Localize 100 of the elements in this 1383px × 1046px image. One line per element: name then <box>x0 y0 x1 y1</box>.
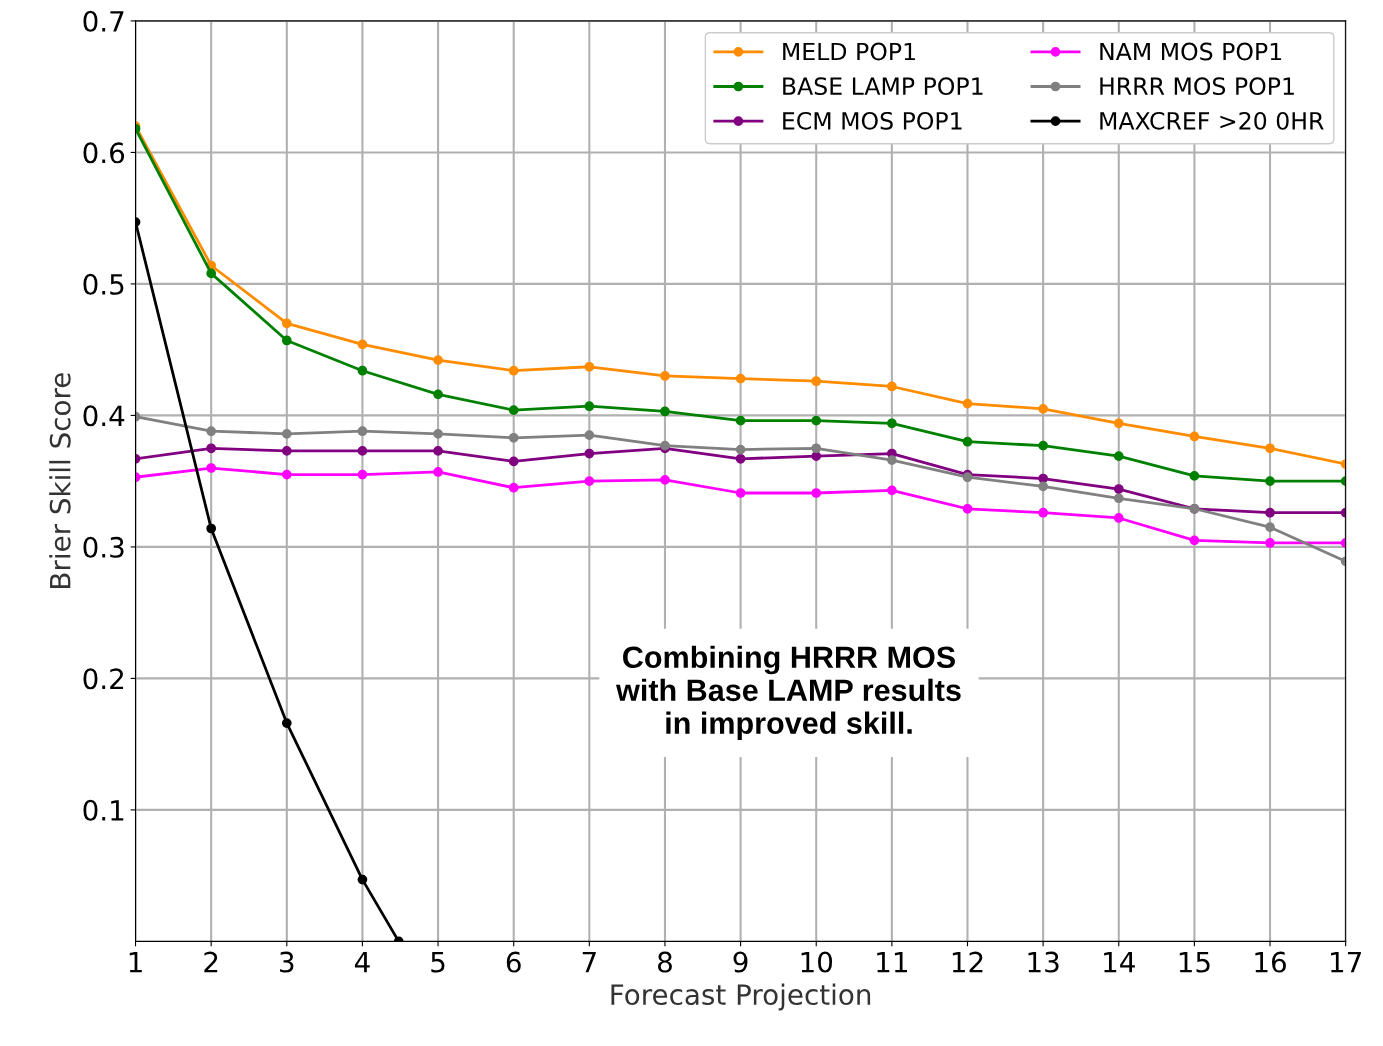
point <box>1113 513 1124 523</box>
point <box>584 361 595 372</box>
point <box>1265 507 1275 518</box>
point <box>1113 451 1124 462</box>
point <box>660 406 670 417</box>
point <box>1113 418 1124 429</box>
point <box>357 339 368 350</box>
x-tick-label: 9 <box>733 951 748 973</box>
point <box>281 335 292 346</box>
legend-label: MAXCREF >20 0HR <box>1100 111 1324 130</box>
point <box>660 371 670 381</box>
legend-label: ECM MOS POP1 <box>783 111 962 130</box>
x-tick-label: 7 <box>582 951 596 973</box>
point <box>1038 473 1048 484</box>
point <box>1265 522 1275 533</box>
point <box>508 456 519 467</box>
x-tick-label: 11 <box>877 951 907 973</box>
point <box>962 436 973 447</box>
point <box>281 428 292 439</box>
y-tick-label: 0.5 <box>83 273 124 295</box>
y-axis-title: Brier Skill Score <box>49 373 71 588</box>
point <box>508 405 519 416</box>
point <box>660 474 670 485</box>
legend-label: HRRR MOS POP1 <box>1100 77 1294 96</box>
point <box>281 718 292 728</box>
legend-label: BASE LAMP POP1 <box>783 77 983 96</box>
point <box>433 389 443 400</box>
x-tick-label: 14 <box>1104 951 1135 973</box>
point <box>1265 538 1275 548</box>
point <box>357 446 368 456</box>
point <box>735 373 746 384</box>
point <box>811 376 822 387</box>
x-tick-label: 8 <box>658 951 672 973</box>
point <box>735 453 746 464</box>
legend-label: NAM MOS POP1 <box>1100 42 1282 61</box>
point <box>433 355 443 366</box>
point <box>433 446 443 456</box>
x-tick-label: 2 <box>204 951 218 973</box>
point <box>508 432 519 443</box>
x-tick-label: 16 <box>1255 951 1286 973</box>
point <box>584 448 595 459</box>
x-tick-label: 12 <box>952 951 983 973</box>
point <box>962 398 973 409</box>
point <box>1265 443 1275 454</box>
x-tick-label: 13 <box>1028 951 1059 973</box>
point <box>1038 481 1048 492</box>
x-axis-title: Forecast Projection <box>611 983 871 1011</box>
x-tick-label: 5 <box>431 951 445 973</box>
point <box>206 426 217 437</box>
point <box>357 874 368 885</box>
point <box>584 476 595 487</box>
point <box>206 463 217 473</box>
point <box>206 523 217 534</box>
annotation: Combining HRRR MOS with Base LAMP results in improved skill. <box>616 645 961 741</box>
point <box>811 443 822 454</box>
point <box>508 482 519 493</box>
point <box>281 446 292 456</box>
point <box>281 318 292 329</box>
point <box>206 443 217 454</box>
point <box>887 485 897 496</box>
legend-label: MELD POP1 <box>783 42 915 61</box>
point <box>1113 484 1124 494</box>
point <box>1038 440 1048 451</box>
x-tick-label: 6 <box>506 951 521 973</box>
point <box>811 451 822 462</box>
y-tick-label: 0.1 <box>83 799 124 821</box>
point <box>1189 431 1200 442</box>
point <box>433 428 443 439</box>
point <box>1265 476 1275 487</box>
point <box>1038 403 1048 414</box>
point <box>735 415 746 426</box>
point <box>357 365 368 376</box>
x-tick-label: 17 <box>1331 951 1361 973</box>
x-tick-label: 10 <box>801 951 833 973</box>
point <box>811 415 822 426</box>
y-tick-label: 0.2 <box>83 668 124 690</box>
point <box>357 469 368 480</box>
point <box>433 467 443 477</box>
y-tick-label: 0.6 <box>83 142 125 164</box>
x-tick-label: 4 <box>354 951 370 973</box>
x-tick-label: 15 <box>1179 951 1210 973</box>
point <box>584 401 595 412</box>
point <box>357 426 368 437</box>
point <box>1189 471 1200 481</box>
point <box>887 455 897 465</box>
point <box>1038 507 1048 518</box>
point <box>206 268 217 279</box>
point <box>281 469 292 480</box>
point <box>735 444 746 455</box>
y-tick-label: 0.3 <box>83 536 124 558</box>
point <box>508 365 519 376</box>
y-tick-label: 0.4 <box>83 405 125 427</box>
point <box>735 488 746 498</box>
y-tick-label: 0.7 <box>83 10 124 32</box>
x-tick-label: 1 <box>129 951 142 973</box>
point <box>962 503 973 514</box>
point <box>584 430 595 440</box>
point <box>887 381 897 392</box>
point <box>811 488 822 498</box>
point <box>1189 535 1200 546</box>
